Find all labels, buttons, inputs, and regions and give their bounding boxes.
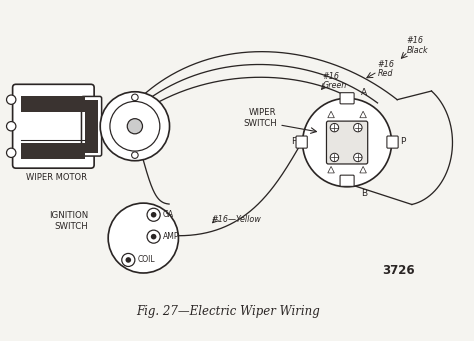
Polygon shape — [360, 166, 366, 173]
Circle shape — [132, 94, 138, 101]
Bar — [85, 100, 98, 153]
Circle shape — [354, 153, 362, 162]
Text: WIPER
SWITCH: WIPER SWITCH — [243, 108, 277, 128]
FancyBboxPatch shape — [82, 97, 101, 156]
Text: A: A — [361, 88, 367, 97]
Text: Fig. 27—Electric Wiper Wiring: Fig. 27—Electric Wiper Wiring — [136, 305, 319, 318]
FancyBboxPatch shape — [327, 121, 368, 164]
FancyBboxPatch shape — [387, 136, 398, 148]
Text: 3726: 3726 — [383, 264, 415, 277]
Circle shape — [122, 253, 135, 266]
Bar — [20, 143, 85, 159]
Circle shape — [108, 203, 178, 273]
Text: F: F — [291, 137, 296, 146]
Text: GA: GA — [163, 210, 174, 219]
Circle shape — [354, 123, 362, 132]
Text: WIPER MOTOR: WIPER MOTOR — [26, 173, 87, 182]
Circle shape — [151, 212, 156, 218]
Polygon shape — [328, 111, 334, 118]
Circle shape — [100, 92, 170, 161]
Bar — [20, 96, 85, 112]
FancyBboxPatch shape — [296, 136, 307, 148]
Circle shape — [7, 95, 16, 104]
Circle shape — [302, 98, 392, 187]
FancyBboxPatch shape — [340, 93, 354, 104]
Circle shape — [126, 257, 131, 263]
Text: COIL: COIL — [137, 255, 155, 265]
Text: #16: #16 — [407, 36, 424, 45]
Circle shape — [110, 101, 160, 151]
Circle shape — [151, 234, 156, 239]
FancyBboxPatch shape — [13, 84, 94, 168]
Circle shape — [147, 230, 160, 243]
Polygon shape — [360, 111, 366, 118]
Polygon shape — [328, 166, 334, 173]
Text: AMP: AMP — [163, 232, 180, 241]
Text: #16: #16 — [377, 60, 394, 69]
Text: IGNITION
SWITCH: IGNITION SWITCH — [49, 211, 88, 231]
Circle shape — [7, 122, 16, 131]
Circle shape — [330, 153, 338, 162]
Circle shape — [7, 148, 16, 158]
Text: P: P — [401, 137, 406, 146]
Text: Red: Red — [377, 69, 393, 78]
Circle shape — [330, 123, 338, 132]
Text: B: B — [361, 189, 367, 198]
FancyBboxPatch shape — [340, 175, 354, 186]
Circle shape — [147, 208, 160, 221]
Text: #16—Yellow: #16—Yellow — [211, 215, 261, 224]
Text: Black: Black — [407, 46, 428, 55]
Circle shape — [132, 152, 138, 158]
Circle shape — [127, 119, 143, 134]
Text: Green: Green — [322, 81, 346, 90]
Text: #16: #16 — [322, 72, 339, 81]
